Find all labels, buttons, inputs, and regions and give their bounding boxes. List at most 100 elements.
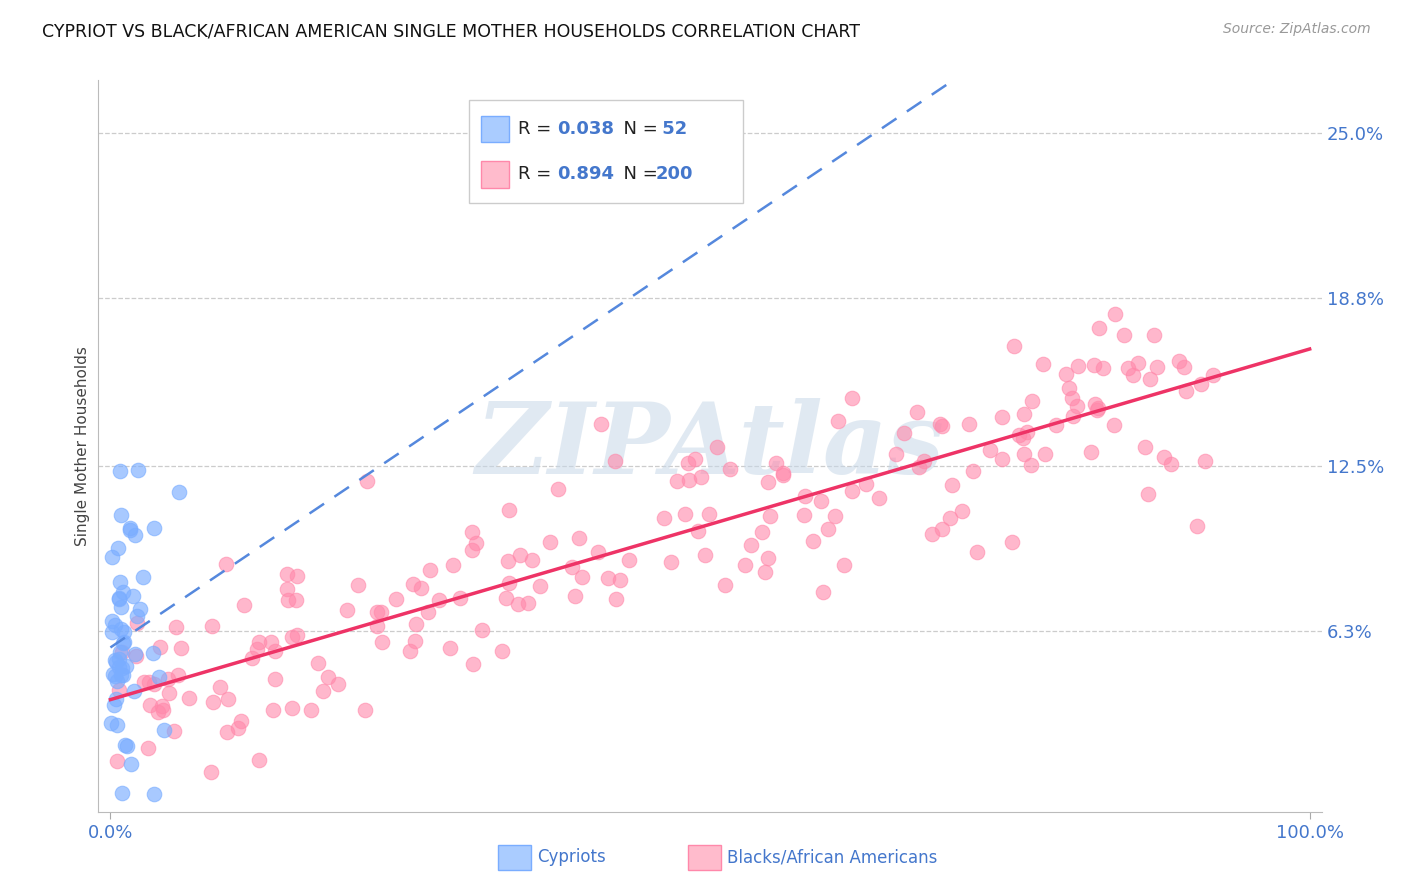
- Point: [706, 440, 728, 454]
- Point: [247, 635, 270, 649]
- Point: [200, 764, 222, 779]
- Point: [1019, 458, 1042, 472]
- Point: [405, 617, 427, 632]
- Point: [756, 475, 779, 490]
- Point: [226, 721, 249, 735]
- Point: [751, 525, 773, 540]
- Point: [605, 591, 627, 606]
- Point: [120, 757, 142, 772]
- Point: [125, 615, 148, 630]
- Point: [169, 640, 191, 655]
- Point: [167, 668, 190, 682]
- Point: [1054, 367, 1077, 381]
- Point: [678, 473, 700, 487]
- Point: [356, 474, 378, 488]
- Point: [734, 558, 756, 573]
- Point: [232, 598, 254, 612]
- Text: N =: N =: [612, 120, 664, 138]
- Point: [516, 596, 538, 610]
- Point: [754, 565, 776, 579]
- Point: [179, 691, 201, 706]
- Text: 0.038: 0.038: [557, 120, 614, 138]
- Point: [277, 593, 299, 607]
- Point: [299, 703, 322, 717]
- Point: [676, 456, 699, 470]
- Point: [100, 716, 122, 731]
- Point: [318, 670, 340, 684]
- Point: [460, 543, 482, 558]
- Point: [1122, 368, 1144, 382]
- Point: [260, 635, 283, 649]
- Point: [1173, 359, 1195, 374]
- Point: [157, 672, 180, 686]
- Point: [124, 647, 146, 661]
- Point: [231, 714, 253, 728]
- Point: [110, 464, 132, 478]
- Point: [1137, 487, 1160, 501]
- Point: [912, 454, 935, 468]
- Point: [801, 533, 824, 548]
- Point: [215, 557, 238, 571]
- Point: [120, 523, 142, 537]
- Point: [114, 659, 136, 673]
- Point: [564, 589, 586, 603]
- Point: [122, 589, 145, 603]
- Point: [285, 592, 308, 607]
- Point: [1091, 361, 1114, 376]
- Point: [665, 474, 688, 488]
- Point: [1202, 368, 1225, 382]
- Point: [718, 462, 741, 476]
- Point: [142, 647, 165, 661]
- Point: [132, 570, 155, 584]
- Point: [1087, 320, 1109, 334]
- Point: [104, 652, 127, 666]
- Point: [1126, 356, 1149, 370]
- Point: [111, 661, 134, 675]
- Point: [104, 668, 127, 682]
- Point: [1083, 358, 1105, 372]
- Point: [591, 417, 613, 432]
- Point: [122, 684, 145, 698]
- Point: [529, 579, 551, 593]
- Point: [371, 635, 394, 649]
- Point: [1032, 357, 1054, 371]
- Point: [1139, 372, 1161, 386]
- Point: [686, 524, 709, 538]
- Point: [498, 554, 520, 568]
- Point: [884, 447, 907, 461]
- Point: [605, 454, 627, 468]
- Point: [893, 426, 915, 441]
- Point: [107, 541, 129, 555]
- Point: [491, 644, 513, 658]
- Point: [138, 698, 160, 713]
- Point: [714, 577, 737, 591]
- Point: [685, 452, 707, 467]
- Point: [152, 702, 174, 716]
- Point: [112, 635, 135, 649]
- Point: [841, 391, 863, 405]
- Point: [1066, 359, 1088, 374]
- Point: [813, 585, 835, 599]
- Point: [929, 417, 952, 432]
- Point: [1062, 409, 1084, 423]
- Point: [208, 681, 231, 695]
- Point: [966, 545, 988, 559]
- Point: [162, 723, 184, 738]
- Point: [247, 753, 270, 767]
- Point: [285, 628, 308, 642]
- Point: [463, 657, 485, 672]
- Point: [427, 593, 450, 607]
- Text: CYPRIOT VS BLACK/AFRICAN AMERICAN SINGLE MOTHER HOUSEHOLDS CORRELATION CHART: CYPRIOT VS BLACK/AFRICAN AMERICAN SINGLE…: [42, 22, 860, 40]
- Point: [439, 640, 461, 655]
- Point: [990, 409, 1012, 424]
- Point: [110, 623, 132, 637]
- Point: [772, 466, 794, 480]
- Point: [107, 659, 129, 673]
- Point: [941, 477, 963, 491]
- Point: [1160, 457, 1182, 471]
- Point: [465, 536, 488, 550]
- Point: [855, 476, 877, 491]
- Point: [111, 635, 134, 649]
- Point: [217, 724, 239, 739]
- Point: [921, 526, 943, 541]
